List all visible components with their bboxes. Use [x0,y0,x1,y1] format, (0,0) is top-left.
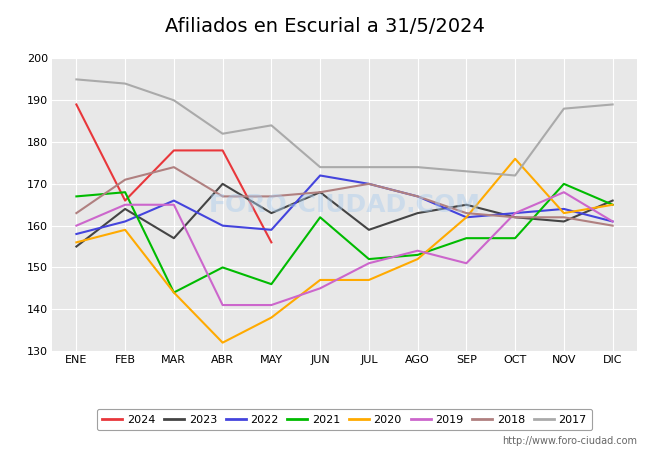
Text: Afiliados en Escurial a 31/5/2024: Afiliados en Escurial a 31/5/2024 [165,18,485,36]
Text: FORO-CIUDAD.COM: FORO-CIUDAD.COM [209,193,480,217]
Text: http://www.foro-ciudad.com: http://www.foro-ciudad.com [502,436,637,446]
Legend: 2024, 2023, 2022, 2021, 2020, 2019, 2018, 2017: 2024, 2023, 2022, 2021, 2020, 2019, 2018… [97,409,592,430]
